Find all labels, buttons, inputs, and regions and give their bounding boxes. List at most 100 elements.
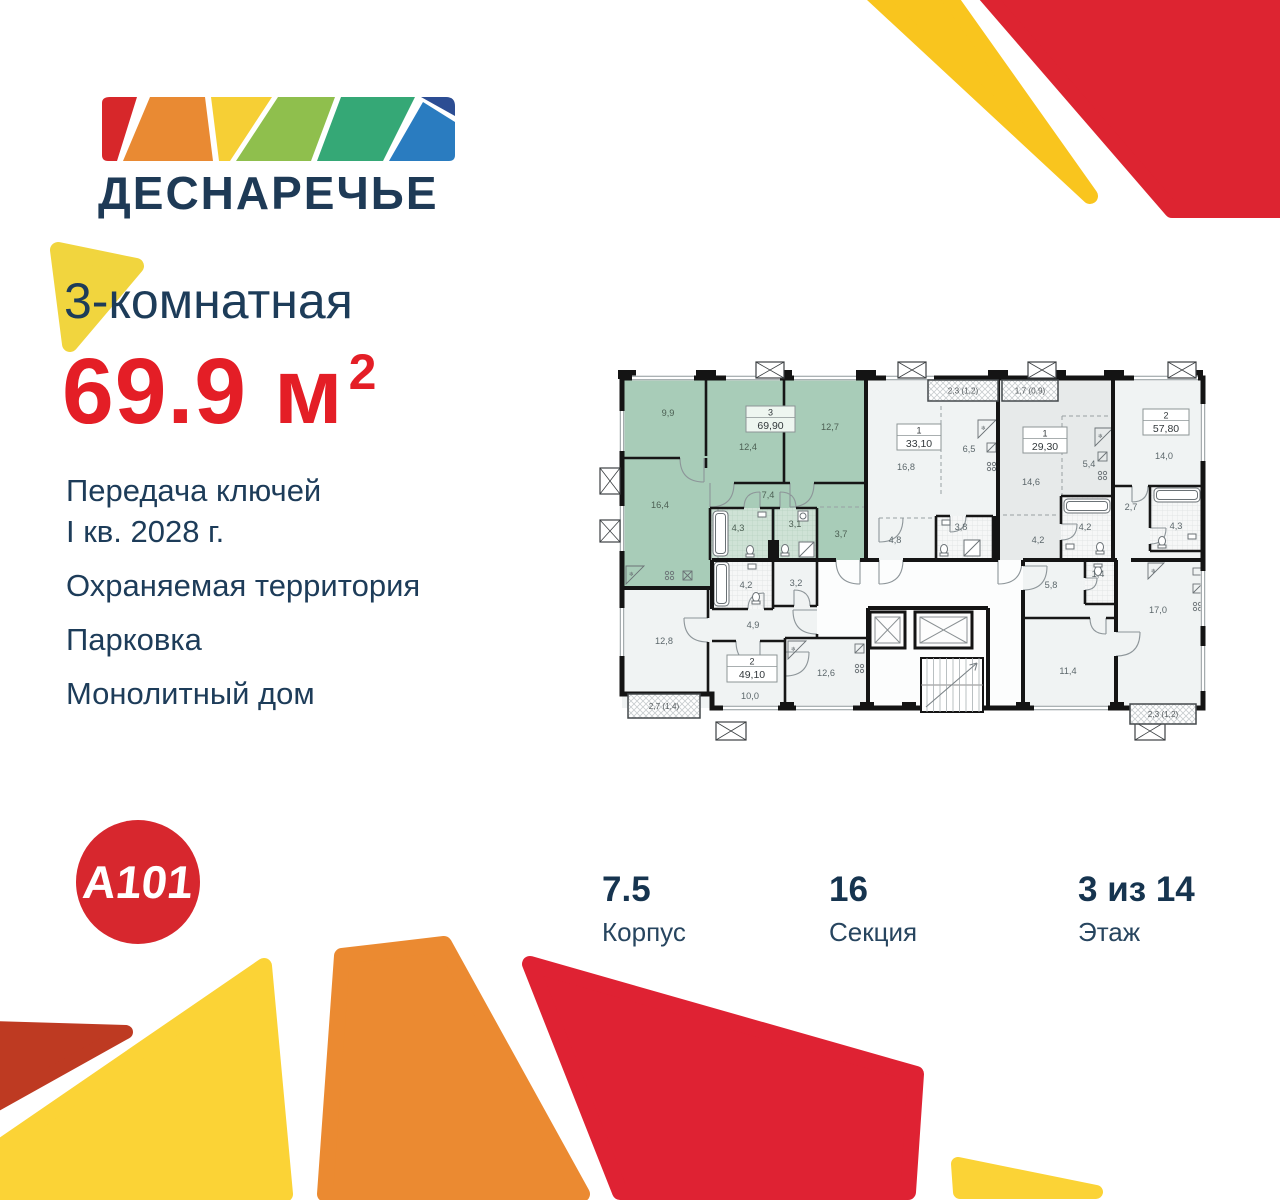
feature-list: Передача ключей I кв. 2028 г. Охраняемая т… xyxy=(66,470,420,727)
svg-text:❄: ❄ xyxy=(629,571,634,578)
deco-bottom-orange-shape xyxy=(317,936,590,1200)
elevator-shaft-icon xyxy=(913,610,974,650)
stat-value: 3 из 14 xyxy=(1078,870,1195,909)
window xyxy=(1200,571,1206,626)
room-area-label: 4,3 xyxy=(1170,521,1183,531)
logo-shape-darkblue xyxy=(421,97,455,116)
apartment-number: 2 xyxy=(749,657,754,667)
room-area-label: 12,4 xyxy=(739,442,757,452)
apartment-number: 2 xyxy=(1163,411,1168,421)
vent-shaft-icon xyxy=(715,721,747,741)
floor-plan: ❄ ❄ ❄ ❄ ❄ 2,3 (1,2) 1,7 (0,9) 2,7 (1,4) 2,3… xyxy=(599,361,1206,741)
vent-shaft-icon xyxy=(755,361,785,379)
svg-text:❄: ❄ xyxy=(1098,433,1103,440)
room-area-label: 17,0 xyxy=(1149,605,1167,615)
stat-label: Этаж xyxy=(1078,917,1141,947)
vent-shaft-icon xyxy=(599,519,621,543)
logo-shape-red xyxy=(102,97,137,161)
room-area-label: 14,0 xyxy=(1155,451,1173,461)
balcony-label: 2,3 (1,2) xyxy=(948,387,979,396)
balcony-label: 1,7 (0,9) xyxy=(1015,387,1046,396)
apartment-info-box: 249,10 xyxy=(726,654,778,683)
room-area-label: 4,9 xyxy=(747,620,760,630)
room-area-label: 2,7 xyxy=(1125,502,1138,512)
area-superscript: 2 xyxy=(348,344,378,400)
deco-bottom-small-yellow-wedge xyxy=(951,1157,1103,1199)
deco-bottom-brick-wedge xyxy=(0,1021,133,1111)
room-area-label: 14,6 xyxy=(1022,477,1040,487)
window xyxy=(723,705,778,711)
stat-label: Корпус xyxy=(602,917,686,947)
room-area-label: 12,8 xyxy=(655,636,673,646)
feature-item: Монолитный дом xyxy=(66,676,315,711)
apartment-info-box: 257,80 xyxy=(1142,408,1190,436)
listing-title: 3-комнатная xyxy=(64,273,353,329)
stat-корпус: 7.5 Корпус xyxy=(602,870,686,948)
stat-секция: 16 Секция xyxy=(829,870,917,948)
logo-shape-lightgreen xyxy=(236,97,335,161)
apartment-area: 49,10 xyxy=(739,669,765,681)
deco-top-yellow-wedge xyxy=(867,0,1098,204)
room-area-label: 9,9 xyxy=(662,408,675,418)
stat-value: 7.5 xyxy=(602,870,651,909)
brand-name: ДЕСНАРЕЧЬЕ xyxy=(98,167,439,219)
window xyxy=(1200,404,1206,461)
svg-text:❄: ❄ xyxy=(981,425,986,432)
svg-text:❄: ❄ xyxy=(1151,568,1156,575)
room-area-label: 4,2 xyxy=(1032,535,1045,545)
apartment-number: 1 xyxy=(1042,429,1047,439)
stat-этаж: 3 из 14 Этаж xyxy=(1078,870,1195,948)
vent-shaft-icon xyxy=(897,361,927,379)
svg-text:❄: ❄ xyxy=(791,646,796,653)
feature-item: Парковка xyxy=(66,622,202,657)
window xyxy=(796,705,853,711)
apartment-info-box: 133,10 xyxy=(896,423,942,451)
balcony-label: 2,7 (1,4) xyxy=(649,702,680,711)
window xyxy=(794,375,856,381)
deco-top-red-shape xyxy=(979,0,1280,218)
vent-shaft-icon xyxy=(1027,361,1057,379)
window xyxy=(619,411,625,451)
apartment-info-box: 129,30 xyxy=(1022,426,1068,454)
logo-shape-yellow xyxy=(211,97,272,161)
developer-logo-text: A101 xyxy=(80,856,196,908)
room-area-label: 4,3 xyxy=(732,523,745,533)
apartment-number: 1 xyxy=(916,426,921,436)
room-area-label: 10,0 xyxy=(741,691,759,701)
deco-bottom-yellow-triangle xyxy=(0,958,293,1200)
logo-shape-orange xyxy=(123,97,213,161)
window xyxy=(1034,705,1108,711)
interior-walls xyxy=(622,378,1203,708)
room-area-label: 1,4 xyxy=(1092,569,1105,579)
stat-value: 16 xyxy=(829,870,868,909)
room-area-label: 12,7 xyxy=(821,422,839,432)
room-area-label: 16,4 xyxy=(651,500,669,510)
staircase-icon xyxy=(920,657,984,713)
plan-fixtures xyxy=(712,487,1201,607)
room-area-label: 4,2 xyxy=(1079,522,1092,532)
fridge-icons: ❄ ❄ ❄ ❄ ❄ xyxy=(625,419,1166,661)
room-area-label: 5,4 xyxy=(1083,459,1096,469)
window xyxy=(619,608,625,656)
room-area-label: 3,1 xyxy=(789,519,802,529)
balcony: 1,7 (0,9) xyxy=(1001,379,1059,402)
vent-shaft-icon xyxy=(1167,361,1197,379)
room-area-label: 12,6 xyxy=(817,668,835,678)
room-area-label: 3,8 xyxy=(955,522,968,532)
logo-shape-teal xyxy=(317,97,415,161)
room-area-label: 4,2 xyxy=(740,580,753,590)
vent-shaft-icon xyxy=(599,467,621,495)
room-area-label: 16,8 xyxy=(897,462,915,472)
room-area-label: 5,8 xyxy=(1045,580,1058,590)
window xyxy=(1200,646,1206,691)
brand-logo-banner xyxy=(102,97,455,161)
stat-label: Секция xyxy=(829,917,918,947)
apartment-number: 3 xyxy=(768,408,773,418)
room-area-label: 11,4 xyxy=(1059,666,1076,676)
apartment-area: 57,80 xyxy=(1153,423,1179,435)
room-area-label: 6,5 xyxy=(963,444,976,454)
deco-left-yellow-triangle xyxy=(50,242,144,352)
balcony: 2,7 (1,4) xyxy=(627,693,701,719)
